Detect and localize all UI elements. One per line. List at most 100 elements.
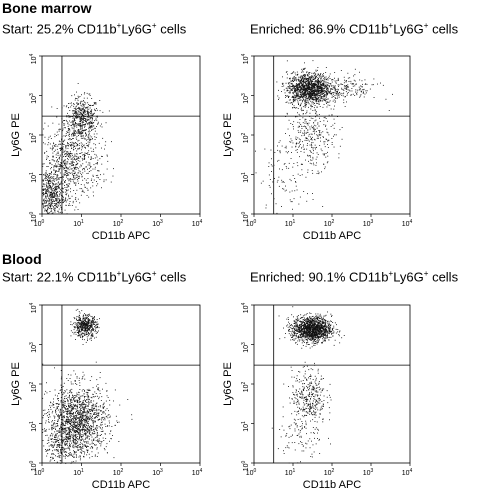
event-point [73,105,75,107]
event-point [76,91,77,93]
event-point [67,132,69,133]
event-point [334,72,336,73]
event-point [58,208,60,210]
event-point [76,417,78,419]
event-point [310,151,312,153]
event-point [49,173,50,175]
event-point [110,181,112,183]
event-point [69,407,71,408]
event-point [84,332,86,334]
event-point [87,314,89,316]
event-point [322,153,324,155]
event-point [67,173,69,175]
event-point [56,191,57,193]
event-point [83,145,85,147]
event-point [309,150,311,151]
event-point [316,77,318,78]
event-point [46,190,48,191]
event-point [76,319,77,320]
event-point [74,429,76,431]
event-point [71,144,73,146]
event-point [315,98,316,100]
event-point [84,329,86,331]
event-point [364,79,366,81]
event-point [80,131,82,132]
event-point [76,189,78,191]
event-point [60,192,61,194]
event-point [297,87,299,89]
event-point [311,85,313,86]
event-point [92,321,94,323]
event-point [74,322,76,323]
event-point [104,413,106,415]
event-point [88,111,90,113]
event-point [106,154,108,156]
event-point [52,203,54,204]
event-point [292,175,294,176]
event-point [68,154,70,156]
event-point [102,407,104,409]
event-point [67,158,68,159]
event-point [292,97,294,98]
event-point [79,96,81,97]
event-point [84,129,86,131]
event-point [82,338,83,340]
event-point [67,126,69,127]
event-point [314,88,316,90]
event-point [300,82,302,84]
event-point [66,151,68,153]
event-point [103,181,105,183]
event-point [64,187,66,188]
event-point [53,165,55,166]
event-point [89,95,91,96]
event-point [66,115,68,117]
event-point [87,397,89,399]
event-point [65,156,67,157]
event-point [90,123,92,125]
event-point [97,413,99,415]
event-point [95,336,97,338]
event-point [71,162,73,164]
event-point [58,166,60,168]
event-point [314,85,315,87]
event-point [292,84,294,86]
event-point [318,91,320,93]
event-point [335,93,337,95]
event-point [77,180,79,182]
event-point [345,89,347,90]
event-point [361,89,363,91]
event-point [84,330,86,331]
event-point [296,84,298,86]
event-point [76,145,78,147]
event-point [67,153,69,155]
event-point [334,90,336,91]
event-point [281,179,283,181]
event-point [311,85,313,87]
event-point [47,208,49,210]
event-point [86,402,88,403]
event-point [78,438,80,439]
event-point [55,165,56,167]
event-point [48,191,50,192]
event-point [55,171,56,173]
event-point [93,143,95,145]
event-point [68,180,70,182]
event-point [331,92,333,94]
event-point [310,83,312,85]
event-point [68,155,70,157]
event-point [48,180,50,182]
event-point [62,183,64,185]
event-point [308,76,310,78]
event-point [77,449,79,451]
event-point [292,85,294,87]
event-point [77,404,78,406]
event-point [92,158,94,159]
event-point [327,90,329,92]
event-point [94,444,96,445]
event-point [90,117,91,119]
event-point [42,193,44,194]
event-point [74,424,76,426]
event-point [71,104,73,106]
event-point [75,137,77,139]
event-point [326,128,328,130]
